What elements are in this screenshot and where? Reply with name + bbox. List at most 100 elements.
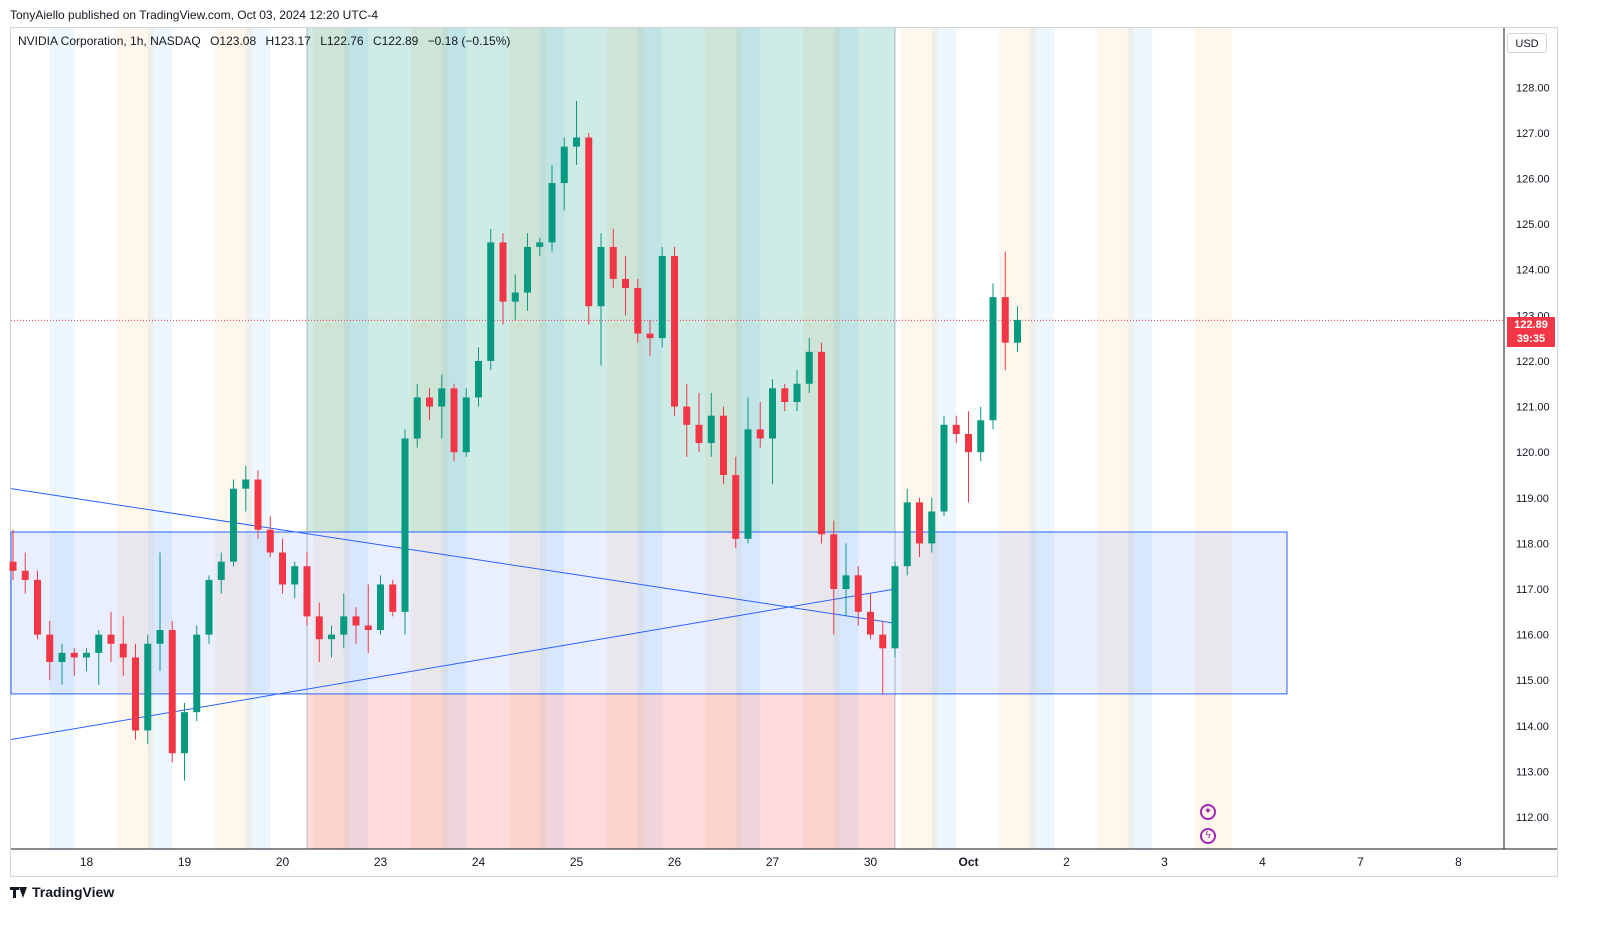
afterhours-band — [901, 28, 938, 849]
candle — [903, 488, 911, 576]
candle — [95, 630, 103, 685]
candle — [83, 648, 90, 672]
premarket-band — [637, 28, 663, 849]
high-value: H123.17 — [265, 34, 311, 48]
candles — [9, 100, 1021, 781]
premarket-band — [147, 28, 173, 849]
candle-body — [769, 388, 776, 439]
candle — [291, 561, 299, 599]
last-price: 122.89 — [1514, 319, 1548, 331]
sparkle-icon[interactable]: ✦ — [1200, 804, 1216, 820]
premarket-band — [1127, 28, 1153, 849]
candle-body — [671, 256, 678, 407]
candle-body — [916, 502, 923, 544]
candle — [144, 634, 152, 745]
candle-body — [156, 630, 164, 644]
time-tick: 26 — [668, 855, 682, 869]
candle-body — [426, 397, 433, 407]
candle-body — [781, 388, 789, 403]
price-tick: 128.00 — [1516, 82, 1550, 94]
session-bands — [49, 28, 1232, 849]
candle-body — [34, 579, 41, 635]
candle-body — [9, 561, 17, 571]
candle — [266, 516, 274, 558]
candle-body — [744, 429, 752, 539]
candle-body — [658, 256, 666, 339]
time-tick: 18 — [80, 855, 94, 869]
candle-body — [928, 511, 936, 544]
candle — [340, 593, 348, 649]
candle-body — [965, 433, 972, 453]
time-tick: 7 — [1357, 855, 1364, 869]
price-tick: 125.00 — [1516, 219, 1550, 231]
price-axis: 112.00 113.00 114.00 115.00 116.00 117.00 118.… — [1503, 28, 1550, 849]
trendlines — [10, 488, 896, 741]
candle-body — [21, 570, 29, 580]
candle — [279, 538, 286, 594]
price-tick: 116.00 — [1516, 630, 1549, 642]
candle-body — [524, 246, 531, 293]
candle — [989, 283, 997, 430]
tradingview-brand[interactable]: TradingView — [10, 884, 114, 900]
open-value: O123.08 — [210, 34, 257, 48]
candle — [940, 415, 948, 517]
candle — [1014, 306, 1021, 352]
time-tick: 8 — [1455, 855, 1462, 869]
candle — [818, 342, 825, 544]
symbol-name: NVIDIA Corporation, 1h, NASDAQ — [18, 34, 201, 48]
candle-body — [695, 424, 703, 444]
candle — [732, 456, 740, 548]
price-tick: 112.00 — [1516, 812, 1549, 824]
candle — [70, 648, 78, 676]
candle — [9, 529, 17, 580]
afterhours-band — [607, 28, 644, 849]
trendline — [10, 488, 896, 624]
lightning-icon[interactable]: ϟ — [1200, 828, 1216, 844]
candle — [46, 620, 54, 681]
candle-body — [438, 388, 446, 407]
candle-body — [389, 584, 397, 612]
position-zones — [10, 28, 1288, 849]
candle — [524, 233, 531, 311]
afterhours-band — [1195, 28, 1232, 849]
candle-body — [1001, 297, 1009, 343]
candle-body — [793, 383, 801, 403]
candle-body — [1014, 319, 1021, 343]
candle-body — [597, 246, 605, 307]
candle — [438, 374, 446, 439]
chart-frame[interactable] — [10, 27, 1558, 877]
candle-body — [940, 424, 948, 512]
candle-body — [867, 611, 874, 635]
symbol-legend: NVIDIA Corporation, 1h, NASDAQ O123.08 H… — [18, 34, 516, 48]
candle-body — [977, 420, 985, 453]
time-tick: 25 — [570, 855, 584, 869]
candle-body — [634, 287, 642, 334]
currency-selector[interactable]: USD — [1507, 33, 1547, 53]
candle-body — [119, 643, 127, 658]
candle — [781, 383, 789, 412]
price-tick: 126.00 — [1516, 174, 1550, 186]
candle — [597, 233, 605, 366]
candle — [793, 370, 801, 412]
candle — [928, 497, 936, 553]
candle-body — [720, 415, 727, 475]
candle-body — [475, 360, 482, 398]
candle-body — [217, 561, 225, 580]
candle — [475, 347, 482, 407]
candle — [671, 246, 678, 416]
time-tick: 30 — [864, 855, 878, 869]
candle-body — [340, 616, 348, 635]
tradingview-logo-icon — [10, 885, 28, 899]
candle-body — [536, 242, 544, 247]
candle-body — [144, 643, 152, 731]
candle — [536, 237, 544, 257]
premarket-band — [1029, 28, 1055, 849]
candle-body — [413, 397, 421, 439]
afterhours-band — [215, 28, 252, 849]
candle — [560, 137, 568, 211]
price-tick: 119.00 — [1516, 493, 1549, 505]
candle-body — [952, 424, 960, 434]
candle-body — [462, 397, 470, 453]
time-tick: 23 — [374, 855, 388, 869]
